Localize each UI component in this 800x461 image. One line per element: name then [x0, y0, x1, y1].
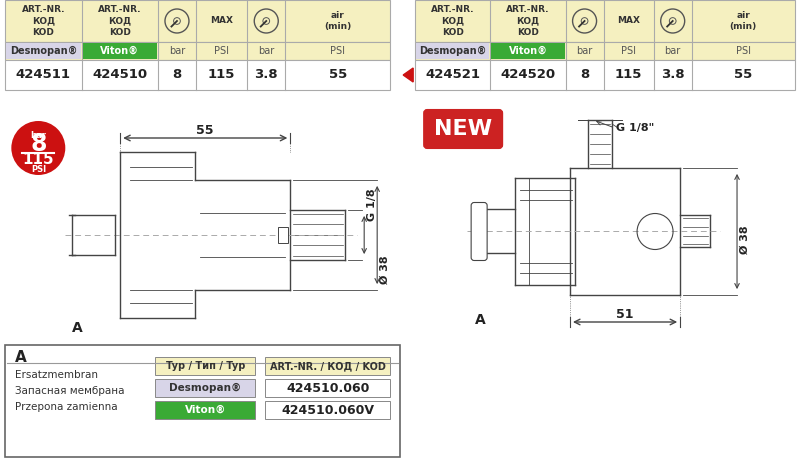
Text: ART.-NR.
КОД
KOD: ART.-NR. КОД KOD — [98, 6, 142, 36]
Text: 8: 8 — [172, 69, 182, 82]
Text: MAX: MAX — [210, 17, 233, 25]
Text: A: A — [72, 321, 82, 335]
Circle shape — [11, 121, 66, 175]
FancyBboxPatch shape — [415, 60, 795, 90]
Text: 3.8: 3.8 — [254, 69, 278, 82]
Text: ART.-NR. / КОД / KOD: ART.-NR. / КОД / KOD — [270, 361, 386, 371]
FancyBboxPatch shape — [6, 60, 390, 90]
Text: PSI: PSI — [736, 46, 751, 56]
FancyBboxPatch shape — [415, 42, 795, 60]
Text: 8: 8 — [580, 69, 589, 82]
Text: Ø 38: Ø 38 — [740, 226, 750, 254]
Text: ART.-NR.
КОД
KOD: ART.-NR. КОД KOD — [22, 6, 65, 36]
FancyBboxPatch shape — [6, 43, 81, 59]
Text: Desmopan®: Desmopan® — [10, 46, 77, 56]
Text: PSI: PSI — [30, 165, 46, 175]
FancyBboxPatch shape — [424, 110, 502, 148]
Polygon shape — [403, 68, 413, 82]
Text: 424510.060: 424510.060 — [286, 382, 370, 395]
Text: 55: 55 — [734, 69, 753, 82]
Text: G 1/8: G 1/8 — [367, 189, 377, 221]
Text: A: A — [474, 313, 486, 327]
Text: bar: bar — [665, 46, 681, 56]
FancyBboxPatch shape — [6, 345, 400, 457]
FancyBboxPatch shape — [155, 401, 255, 419]
Text: Viton®: Viton® — [185, 405, 226, 415]
Text: G 1/8": G 1/8" — [616, 123, 654, 133]
FancyBboxPatch shape — [491, 43, 565, 59]
Text: Ersatzmembran: Ersatzmembran — [15, 370, 98, 380]
Text: bar: bar — [30, 130, 46, 140]
Text: 424510.060V: 424510.060V — [281, 403, 374, 416]
FancyBboxPatch shape — [266, 379, 390, 397]
Text: air
(min): air (min) — [730, 11, 757, 31]
Text: MAX: MAX — [617, 17, 640, 25]
Text: ART.-NR.
КОД
KOD: ART.-NR. КОД KOD — [431, 6, 474, 36]
Text: 51: 51 — [616, 307, 634, 320]
Text: bar: bar — [577, 46, 593, 56]
FancyBboxPatch shape — [266, 357, 390, 375]
Text: PSI: PSI — [330, 46, 346, 56]
Text: ART.-NR.
КОД
KOD: ART.-NR. КОД KOD — [506, 6, 550, 36]
FancyBboxPatch shape — [6, 42, 390, 60]
FancyBboxPatch shape — [155, 357, 255, 375]
FancyBboxPatch shape — [471, 202, 487, 260]
FancyBboxPatch shape — [266, 401, 390, 419]
Text: Przepona zamienna: Przepona zamienna — [15, 402, 118, 412]
Text: Ø 38: Ø 38 — [380, 256, 390, 284]
Text: Desmopan®: Desmopan® — [169, 383, 242, 393]
Text: 115: 115 — [615, 69, 642, 82]
Text: 3.8: 3.8 — [661, 69, 685, 82]
Text: 424521: 424521 — [426, 69, 480, 82]
Text: Запасная мембрана: Запасная мембрана — [15, 386, 125, 396]
Text: 424520: 424520 — [501, 69, 555, 82]
FancyBboxPatch shape — [82, 43, 157, 59]
Text: air
(min): air (min) — [324, 11, 351, 31]
FancyBboxPatch shape — [6, 0, 390, 42]
Text: 115: 115 — [208, 69, 235, 82]
Text: 424510: 424510 — [92, 69, 147, 82]
Text: Typ / Тип / Typ: Typ / Тип / Typ — [166, 361, 245, 371]
Text: Viton®: Viton® — [100, 46, 139, 56]
Text: PSI: PSI — [214, 46, 229, 56]
FancyBboxPatch shape — [278, 227, 288, 243]
Text: NEW: NEW — [434, 119, 492, 139]
Text: PSI: PSI — [621, 46, 636, 56]
FancyBboxPatch shape — [415, 0, 795, 42]
Text: 115: 115 — [22, 153, 54, 167]
Text: 55: 55 — [329, 69, 347, 82]
FancyBboxPatch shape — [416, 43, 490, 59]
Text: 424511: 424511 — [16, 69, 71, 82]
Text: bar: bar — [169, 46, 185, 56]
Text: A: A — [15, 349, 27, 365]
Text: 8: 8 — [30, 132, 46, 156]
Text: bar: bar — [258, 46, 274, 56]
FancyBboxPatch shape — [155, 379, 255, 397]
Text: 55: 55 — [197, 124, 214, 136]
Text: Desmopan®: Desmopan® — [419, 46, 486, 56]
Text: Viton®: Viton® — [509, 46, 547, 56]
